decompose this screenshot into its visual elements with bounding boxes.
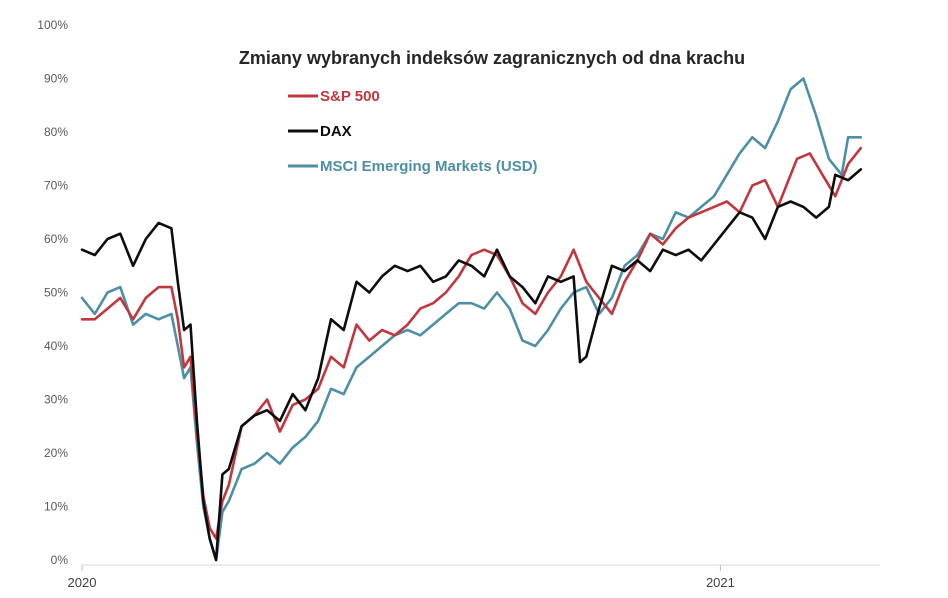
y-tick-label: 10% bbox=[44, 500, 68, 514]
y-tick-label: 40% bbox=[44, 339, 68, 353]
y-tick-label: 70% bbox=[44, 179, 68, 193]
x-tick-label: 2020 bbox=[68, 575, 97, 590]
x-tick-label: 2021 bbox=[706, 575, 735, 590]
y-axis-ticks: 0% 10% 20% 30% 40% 50% 60% 70% 80% 90% 100% bbox=[37, 18, 68, 567]
y-tick-label: 90% bbox=[44, 72, 68, 86]
legend-label: MSCI Emerging Markets (USD) bbox=[320, 158, 538, 175]
series-line bbox=[80, 77, 863, 562]
y-tick-label: 0% bbox=[51, 553, 69, 567]
x-axis-ticks: 2020 2021 bbox=[68, 565, 735, 590]
y-tick-label: 30% bbox=[44, 393, 68, 407]
chart-title: Zmiany wybranych indeksów zagranicznych … bbox=[239, 48, 745, 68]
chart-legend: S&P 500 DAX MSCI Emerging Markets (USD) bbox=[288, 88, 538, 175]
legend-label: DAX bbox=[320, 123, 352, 140]
y-tick-label: 20% bbox=[44, 446, 68, 460]
y-tick-label: 50% bbox=[44, 286, 68, 300]
series-line bbox=[80, 168, 863, 562]
series-lines bbox=[80, 77, 863, 562]
y-tick-label: 60% bbox=[44, 232, 68, 246]
series-line bbox=[80, 146, 863, 540]
legend-label: S&P 500 bbox=[320, 88, 380, 105]
y-tick-label: 80% bbox=[44, 125, 68, 139]
y-tick-label: 100% bbox=[37, 18, 68, 32]
